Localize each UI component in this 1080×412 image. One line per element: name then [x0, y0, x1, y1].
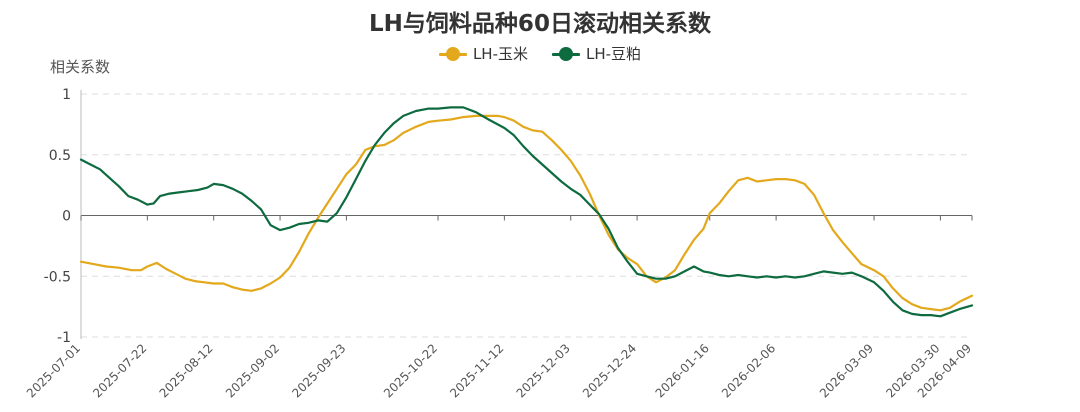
x-tick-label: 2025-12-03 [514, 341, 573, 400]
series-line-lh-corn [79, 114, 974, 312]
y-tick-label: 1 [62, 87, 71, 103]
legend-marker-soymeal [552, 46, 580, 61]
x-tick-label: 2025-09-23 [289, 341, 348, 400]
y-tick-label: 0.5 [49, 148, 71, 164]
legend-item-soymeal[interactable]: LH-豆粕 [552, 43, 641, 64]
legend-label-soymeal: LH-豆粕 [586, 45, 642, 63]
x-tick-label: 2025-08-12 [157, 341, 216, 400]
series-line-lh-soymeal [79, 106, 974, 318]
legend-marker-corn [438, 46, 467, 61]
x-tick-label: 2025-10-22 [381, 341, 440, 400]
y-axis-label: 相关系数 [50, 58, 111, 76]
x-tick-label: 2026-01-16 [653, 341, 712, 400]
y-tick-label: -1 [57, 330, 71, 346]
x-tick-label: 2025-11-12 [447, 341, 506, 400]
x-tick-label: 2026-02-06 [719, 341, 778, 400]
x-tick-label: 2025-12-24 [580, 341, 639, 400]
legend-label-corn: LH-玉米 [472, 45, 528, 63]
legend-item-corn[interactable]: LH-玉米 [438, 43, 528, 64]
y-tick-label: -0.5 [44, 269, 71, 285]
x-tick-label: 2026-03-09 [817, 341, 876, 400]
x-tick-label: 2025-07-22 [90, 341, 149, 400]
x-tick-label: 2025-07-01 [24, 341, 83, 400]
chart-title: LH与饲料品种60日滚动相关系数 [369, 11, 711, 37]
y-tick-label: 0 [62, 209, 71, 225]
legend: LH-玉米 LH-豆粕 [0, 43, 1080, 64]
x-tick-label: 2025-09-02 [223, 341, 282, 400]
